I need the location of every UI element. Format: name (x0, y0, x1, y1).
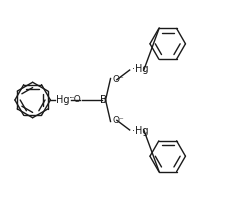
Text: O⁻: O⁻ (112, 116, 124, 125)
Text: B: B (100, 95, 107, 105)
Text: O⁻: O⁻ (112, 75, 124, 84)
Text: ⁻O: ⁻O (69, 96, 81, 104)
Text: ·Hg: ·Hg (132, 126, 149, 136)
Text: ·: · (69, 93, 72, 103)
Text: ·Hg: ·Hg (132, 64, 149, 74)
Text: Hg: Hg (56, 95, 70, 105)
